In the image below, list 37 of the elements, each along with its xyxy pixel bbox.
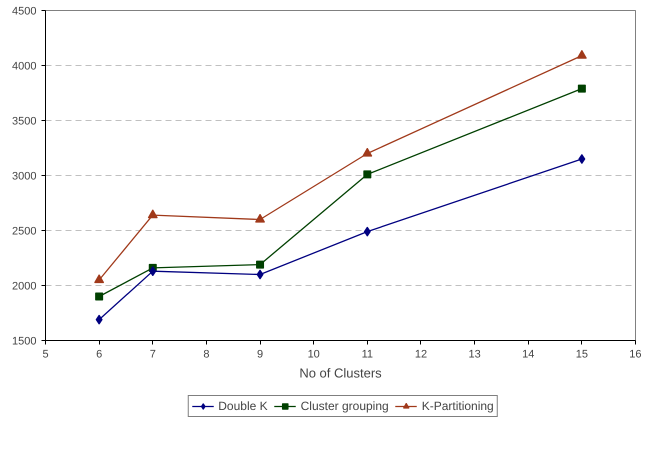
y-tick-label: 4000	[12, 60, 37, 72]
point	[363, 170, 372, 178]
legend-label: Double K	[218, 399, 268, 413]
point	[149, 266, 156, 276]
x-tick-label: 10	[308, 348, 320, 360]
x-axis-title: No of Clusters	[299, 366, 382, 380]
y-tick-label: 4500	[12, 6, 37, 18]
point	[256, 270, 264, 280]
point	[364, 226, 371, 237]
y-tick-label: 1500	[12, 336, 37, 348]
x-tick-label: 15	[576, 348, 588, 360]
legend-label: Cluster grouping	[300, 399, 389, 413]
x-tick-label: 11	[362, 348, 374, 360]
point	[576, 50, 587, 59]
x-tick-label: 6	[96, 348, 102, 360]
y-tick-label: 3000	[12, 170, 37, 182]
x-tick-label: 12	[414, 348, 428, 360]
point	[148, 209, 158, 218]
x-tick-label: 5	[42, 348, 49, 360]
y-tick-label: 2500	[12, 226, 37, 238]
x-tick-label: 9	[256, 348, 264, 360]
x-tick-label: 14	[522, 348, 534, 360]
point	[578, 84, 586, 93]
x-tick-label: 8	[203, 348, 210, 360]
point	[95, 292, 104, 300]
point	[256, 260, 264, 269]
point	[255, 214, 266, 223]
x-tick-label: 7	[150, 348, 156, 360]
point	[362, 148, 372, 157]
x-tick-label: 16	[629, 348, 642, 360]
point	[578, 154, 586, 164]
point	[96, 314, 103, 325]
point	[94, 274, 104, 284]
y-tick-label: 3500	[12, 116, 37, 128]
x-tick-label: 13	[468, 348, 481, 360]
legend-label: K-Partitioning	[422, 399, 494, 413]
y-tick-label: 2000	[12, 280, 37, 292]
